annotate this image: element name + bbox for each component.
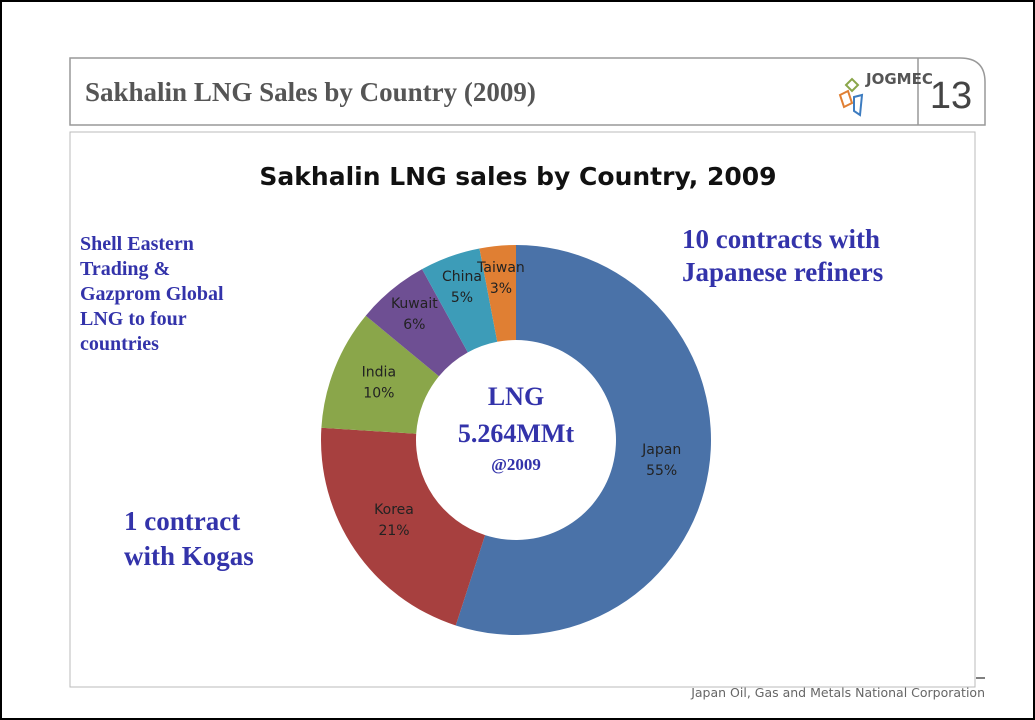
- slice-label: Korea: [374, 502, 414, 518]
- pie-slice: [479, 245, 516, 342]
- annotation: countries: [80, 333, 159, 355]
- slice-label: Kuwait: [391, 296, 438, 312]
- slice-value-label: 21%: [378, 523, 409, 539]
- page-number: 13: [930, 75, 972, 117]
- center-label: 5.264MMt: [458, 419, 575, 448]
- slice-value-label: 3%: [490, 281, 512, 297]
- logo-icon: [838, 77, 864, 117]
- annotation: with Kogas: [124, 541, 254, 571]
- slice-label: Japan: [641, 442, 681, 458]
- pie-slice: [321, 427, 486, 626]
- logo-text: JOGMEC: [865, 70, 933, 88]
- pie-slice: [321, 315, 439, 434]
- pie-slice: [455, 245, 711, 636]
- center-label: @2009: [491, 455, 541, 474]
- pie-slice: [365, 269, 468, 377]
- annotation: 10 contracts with: [682, 224, 880, 254]
- annotation: Japanese refiners: [682, 257, 883, 287]
- annotation: Shell Eastern: [80, 233, 194, 255]
- slice-label: China: [442, 269, 482, 285]
- center-label: LNG: [488, 382, 544, 411]
- chart-title: Sakhalin LNG sales by Country, 2009: [259, 162, 776, 191]
- annotation: LNG to four: [80, 308, 187, 330]
- annotation: 1 contract: [124, 506, 240, 536]
- slice-label: Taiwan: [476, 260, 525, 276]
- annotation: Gazprom Global: [80, 283, 224, 305]
- slice-value-label: 5%: [451, 290, 473, 306]
- slice-label: India: [362, 365, 396, 381]
- slice-value-label: 6%: [403, 317, 425, 333]
- header-box: [69, 57, 986, 126]
- pie-slice: [422, 248, 498, 353]
- header-title: Sakhalin LNG Sales by Country (2009): [85, 77, 536, 107]
- slice-value-label: 10%: [363, 386, 394, 402]
- annotation: Trading &: [80, 258, 170, 280]
- slice-value-label: 55%: [646, 463, 677, 479]
- footer-text: Japan Oil, Gas and Metals National Corpo…: [690, 685, 985, 700]
